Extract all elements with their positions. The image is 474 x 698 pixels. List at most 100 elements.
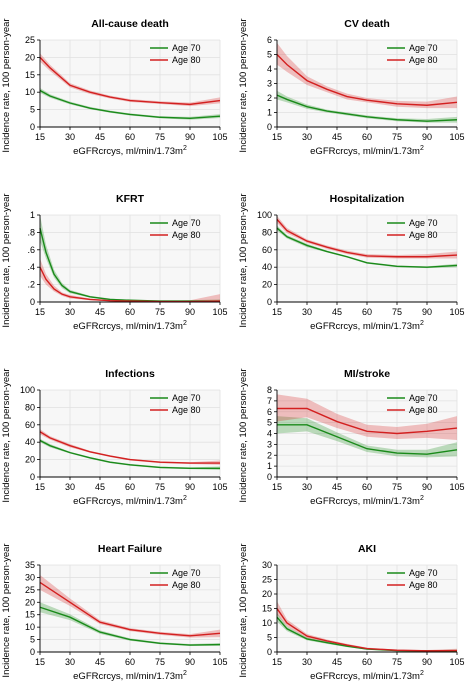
- y-tick-label: 35: [25, 560, 35, 570]
- y-tick-label: 6: [267, 407, 272, 417]
- x-tick-label: 75: [155, 482, 165, 492]
- x-axis-label: eGFRcrcys, ml/min/1.73m2: [310, 145, 424, 157]
- x-axis-label-superscript: 2: [183, 320, 187, 327]
- x-axis-label: eGFRcrcys, ml/min/1.73m2: [73, 495, 187, 507]
- y-tick-label: 2: [267, 93, 272, 103]
- x-axis-label-text: eGFRcrcys, ml/min/1.73m: [310, 146, 420, 157]
- x-tick-label: 90: [422, 482, 432, 492]
- x-tick-label: 30: [302, 132, 312, 142]
- y-tick-label: 20: [262, 280, 272, 290]
- x-axis-label: eGFRcrcys, ml/min/1.73m2: [73, 145, 187, 157]
- legend-label: Age 70: [172, 43, 201, 53]
- legend-label: Age 80: [409, 230, 438, 240]
- y-tick-label: 15: [262, 604, 272, 614]
- y-tick-label: .6: [27, 245, 35, 255]
- x-tick-label: 15: [35, 307, 45, 317]
- y-tick-label: 4: [267, 64, 272, 74]
- y-axis-label: Incidence rate, 100 person-year: [1, 193, 12, 327]
- series-line: [39, 606, 221, 646]
- y-axis-label: Incidence rate, 100 person-year: [1, 18, 12, 152]
- x-tick-label: 45: [332, 307, 342, 317]
- x-tick-label: 90: [422, 307, 432, 317]
- y-tick-label: 3: [267, 79, 272, 89]
- x-axis-label: eGFRcrcys, ml/min/1.73m2: [310, 495, 424, 507]
- x-tick-label: 60: [125, 482, 135, 492]
- x-tick-label: 105: [212, 132, 227, 142]
- y-tick-label: 10: [25, 87, 35, 97]
- chart-title: AKI: [358, 543, 376, 555]
- chart-title: Heart Failure: [98, 543, 162, 555]
- y-tick-label: 20: [25, 597, 35, 607]
- x-tick-label: 75: [155, 657, 165, 667]
- confidence-band: [277, 42, 457, 109]
- x-tick-label: 105: [212, 307, 227, 317]
- y-tick-label: 0: [30, 122, 35, 132]
- y-tick-label: 0: [267, 472, 272, 482]
- y-tick-label: 80: [262, 227, 272, 237]
- x-axis-label-text: eGFRcrcys, ml/min/1.73m: [310, 496, 420, 507]
- chart-title: Infections: [105, 368, 155, 380]
- x-axis-label-superscript: 2: [183, 145, 187, 152]
- x-tick-label: 75: [155, 132, 165, 142]
- y-tick-label: 0: [267, 297, 272, 307]
- y-tick-label: 60: [25, 420, 35, 430]
- legend-label: Age 80: [172, 580, 201, 590]
- x-tick-label: 75: [392, 307, 402, 317]
- x-tick-label: 60: [362, 482, 372, 492]
- chart-title: KFRT: [116, 193, 145, 205]
- x-tick-label: 60: [362, 132, 372, 142]
- y-tick-label: 5: [267, 50, 272, 60]
- y-axis-label: Incidence rate, 100 person-year: [1, 543, 12, 677]
- y-tick-label: 10: [25, 622, 35, 632]
- x-axis-label-superscript: 2: [420, 495, 424, 502]
- legend-label: Age 70: [172, 393, 201, 403]
- series-line: [39, 56, 221, 106]
- y-tick-label: 1: [267, 461, 272, 471]
- x-axis-label-superscript: 2: [420, 320, 424, 327]
- x-axis-label: eGFRcrcys, ml/min/1.73m2: [73, 670, 187, 682]
- x-tick-label: 60: [125, 132, 135, 142]
- x-tick-label: 45: [95, 482, 105, 492]
- y-tick-label: 0: [267, 122, 272, 132]
- x-tick-label: 90: [422, 132, 432, 142]
- x-axis-label: eGFRcrcys, ml/min/1.73m2: [73, 320, 187, 332]
- x-tick-label: 75: [392, 657, 402, 667]
- x-axis-label-superscript: 2: [420, 145, 424, 152]
- x-tick-label: 90: [185, 132, 195, 142]
- x-tick-label: 30: [65, 482, 75, 492]
- x-axis-label-text: eGFRcrcys, ml/min/1.73m: [310, 321, 420, 332]
- x-tick-label: 60: [362, 307, 372, 317]
- y-tick-label: 15: [25, 610, 35, 620]
- confidence-band: [277, 416, 457, 458]
- y-tick-label: 20: [25, 52, 35, 62]
- legend-label: Age 70: [172, 568, 201, 578]
- y-tick-label: 0: [30, 297, 35, 307]
- y-axis-label: Incidence rate, 100 person-year: [238, 543, 249, 677]
- y-tick-label: 1: [267, 108, 272, 118]
- x-tick-label: 90: [185, 482, 195, 492]
- x-tick-label: 105: [449, 482, 464, 492]
- y-tick-label: .8: [27, 227, 35, 237]
- x-tick-label: 60: [125, 307, 135, 317]
- y-axis-label: Incidence rate, 100 person-year: [238, 368, 249, 502]
- x-axis-label-text: eGFRcrcys, ml/min/1.73m: [73, 146, 183, 157]
- confidence-band: [40, 53, 220, 107]
- y-tick-label: 30: [262, 560, 272, 570]
- x-tick-label: 15: [272, 482, 282, 492]
- y-tick-label: 25: [25, 585, 35, 595]
- y-tick-label: 100: [20, 385, 35, 395]
- x-tick-label: 90: [185, 307, 195, 317]
- legend-label: Age 70: [409, 218, 438, 228]
- x-tick-label: 90: [422, 657, 432, 667]
- y-tick-label: 5: [267, 633, 272, 643]
- series-line: [277, 407, 458, 435]
- x-tick-label: 75: [392, 132, 402, 142]
- y-tick-label: 5: [30, 105, 35, 115]
- x-tick-label: 90: [185, 657, 195, 667]
- chart-panel: Heart Failure 0 5 10 15 20 25 30 35 15 30 45 60 75 90 1…: [1, 543, 228, 682]
- series-line: [276, 54, 458, 106]
- x-axis-label-text: eGFRcrcys, ml/min/1.73m: [73, 321, 183, 332]
- series-line: [276, 608, 458, 652]
- legend-label: Age 70: [409, 393, 438, 403]
